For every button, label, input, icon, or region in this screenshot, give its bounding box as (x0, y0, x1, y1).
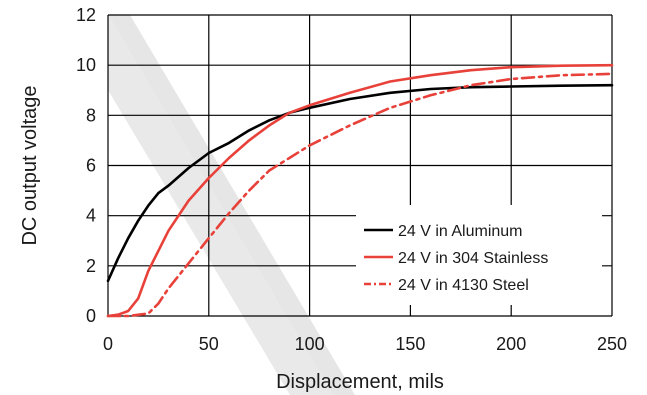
y-tick-label: 12 (76, 5, 96, 25)
x-tick-label: 50 (199, 334, 219, 354)
y-axis-label: DC output voltage (19, 85, 41, 245)
legend-label-2: 24 V in 304 Stainless (398, 250, 548, 267)
y-tick-label: 10 (76, 55, 96, 75)
watermark-chevron (108, 15, 355, 395)
x-tick-label: 200 (496, 334, 526, 354)
legend-box (356, 205, 602, 305)
y-tick-label: 2 (86, 256, 96, 276)
x-tick-label: 0 (103, 334, 113, 354)
watermark-stroke-upper (108, 15, 355, 395)
x-tick-label: 100 (295, 334, 325, 354)
series-line-3 (106, 72, 614, 318)
legend-label-1: 24 V in Aluminum (398, 223, 523, 240)
y-tick-label: 0 (86, 306, 96, 326)
x-axis-label: Displacement, mils (276, 371, 444, 393)
y-tick-label: 6 (86, 156, 96, 176)
y-tick-label: 8 (86, 105, 96, 125)
y-tick-label: 4 (86, 206, 96, 226)
watermark-stroke-lower (108, 15, 333, 395)
series-layer (106, 63, 614, 318)
legend: 24 V in Aluminum 24 V in 304 Stainless 24 … (356, 205, 602, 305)
tick-labels: 0 50 100 150 200 250 0 2 4 6 8 10 12 (76, 5, 627, 354)
series-line-2 (106, 63, 614, 318)
legend-label-3: 24 V in 4130 Steel (398, 277, 529, 294)
x-tick-label: 250 (597, 334, 627, 354)
x-tick-label: 150 (395, 334, 425, 354)
